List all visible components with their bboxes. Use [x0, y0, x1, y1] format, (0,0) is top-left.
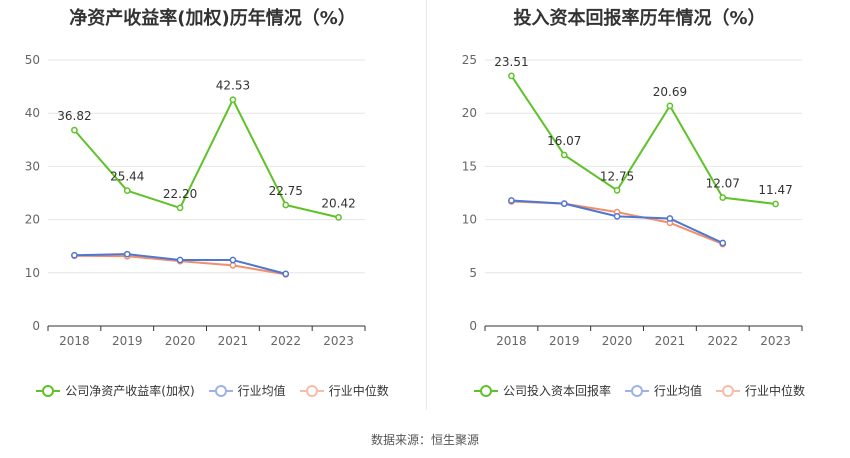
roe-chart-title: 净资产收益率(加权)历年情况（%）	[69, 8, 356, 29]
legend-item-industry-mean[interactable]: 行业均值	[624, 382, 702, 399]
legend-line-icon	[473, 384, 498, 398]
data-label: 11.47	[758, 183, 792, 197]
legend-line-icon	[208, 384, 233, 398]
data-point	[229, 256, 237, 264]
legend-item-industry-mean[interactable]: 行业均值	[208, 382, 286, 399]
data-point	[772, 200, 779, 208]
roic-chart-plot: 0 5 10 15 20 25 2018 2019 2020 2021 2022 2023 23.51 1…	[462, 53, 803, 348]
roic-chart-legend: 公司投入资本回报率 行业均值 行业中位数	[427, 382, 850, 399]
data-label: 42.53	[216, 79, 250, 93]
y-tick-label: 20	[25, 213, 40, 227]
series-line	[511, 200, 724, 245]
x-tick-label: 2018	[496, 334, 527, 348]
roic-chart-title: 投入资本回报率历年情况（%）	[513, 8, 766, 29]
legend-label: 公司投入资本回报率	[502, 384, 611, 398]
legend-line-icon	[299, 384, 324, 398]
series-line	[510, 75, 776, 205]
y-tick-label: 5	[469, 266, 477, 280]
y-tick-label: 30	[25, 159, 40, 173]
y-tick-label: 15	[462, 159, 477, 173]
x-tick-label: 2021	[218, 334, 249, 348]
series-line	[73, 98, 339, 219]
y-tick-label: 0	[469, 319, 477, 333]
data-point	[176, 256, 184, 264]
series-line	[511, 199, 724, 244]
y-tick-label: 20	[462, 106, 477, 120]
legend-item-company-roic[interactable]: 公司投入资本回报率	[473, 382, 611, 399]
data-label: 20.69	[653, 85, 687, 99]
y-tick-label: 40	[25, 106, 40, 120]
data-label: 16.07	[547, 134, 581, 148]
y-tick-label: 10	[25, 266, 40, 280]
legend-label: 行业中位数	[328, 384, 389, 398]
data-point	[71, 251, 78, 259]
data-point	[613, 213, 621, 220]
data-label: 22.20	[163, 187, 197, 201]
data-point	[719, 194, 727, 201]
y-tick-label: 0	[32, 319, 40, 333]
data-label: 20.42	[321, 196, 355, 210]
data-point	[71, 126, 78, 134]
data-point	[560, 200, 568, 207]
x-tick-label: 2020	[602, 334, 633, 348]
y-tick-label: 10	[462, 213, 477, 227]
data-point	[719, 239, 727, 247]
legend-label: 行业均值	[653, 384, 702, 398]
data-point	[666, 102, 674, 110]
roic-chart-panel: 投入资本回报率历年情况（%） 0 5 10 15 20 25 2018 2019 2020 202…	[427, 0, 850, 410]
data-point	[229, 96, 237, 104]
legend-item-industry-median[interactable]: 行业中位数	[716, 382, 805, 399]
x-tick-label: 2020	[165, 334, 196, 348]
panel-divider	[426, 0, 427, 410]
x-tick-label: 2019	[112, 334, 143, 348]
roe-chart-plot: 0 10 20 30 40 50 2018 2019 2020 2021 2022 2023 36.82…	[25, 53, 366, 348]
data-label: 12.07	[706, 177, 740, 191]
data-point	[508, 197, 515, 204]
data-point	[176, 204, 184, 212]
legend-label: 行业中位数	[745, 384, 806, 398]
data-point	[229, 262, 237, 269]
legend-line-icon	[36, 384, 61, 398]
data-source: 数据来源：恒生聚源	[370, 433, 479, 447]
data-point	[508, 72, 515, 80]
x-tick-label: 2018	[59, 334, 90, 348]
x-tick-label: 2023	[760, 334, 791, 348]
roe-chart-panel: 净资产收益率(加权)历年情况（%） 0 10 20 30 40 50 2018 2019 202…	[0, 0, 425, 410]
data-label: 25.44	[110, 170, 144, 184]
y-tick-label: 50	[25, 53, 40, 67]
x-tick-label: 2019	[549, 334, 580, 348]
x-tick-label: 2022	[270, 334, 301, 348]
data-point	[282, 270, 290, 278]
data-point	[282, 201, 290, 209]
x-tick-label: 2022	[707, 334, 738, 348]
data-label: 23.51	[494, 55, 528, 69]
legend-item-company-roe[interactable]: 公司净资产收益率(加权)	[36, 382, 195, 399]
roe-chart-legend: 公司净资产收益率(加权) 行业均值 行业中位数	[0, 382, 425, 399]
legend-line-icon	[716, 384, 740, 398]
legend-item-industry-median[interactable]: 行业中位数	[299, 382, 389, 399]
x-tick-label: 2021	[655, 334, 686, 348]
data-label: 12.75	[600, 169, 634, 183]
data-point	[335, 214, 342, 221]
legend-line-icon	[624, 384, 649, 398]
x-tick-label: 2023	[323, 334, 354, 348]
legend-label: 行业均值	[237, 384, 286, 398]
legend-label: 公司净资产收益率(加权)	[65, 384, 195, 398]
data-point	[560, 151, 568, 159]
data-point	[666, 215, 674, 222]
data-point	[613, 186, 621, 194]
data-point	[123, 187, 131, 195]
data-label: 22.75	[269, 184, 303, 198]
data-point	[123, 250, 131, 258]
data-label: 36.82	[57, 109, 91, 123]
y-tick-label: 25	[462, 53, 477, 67]
